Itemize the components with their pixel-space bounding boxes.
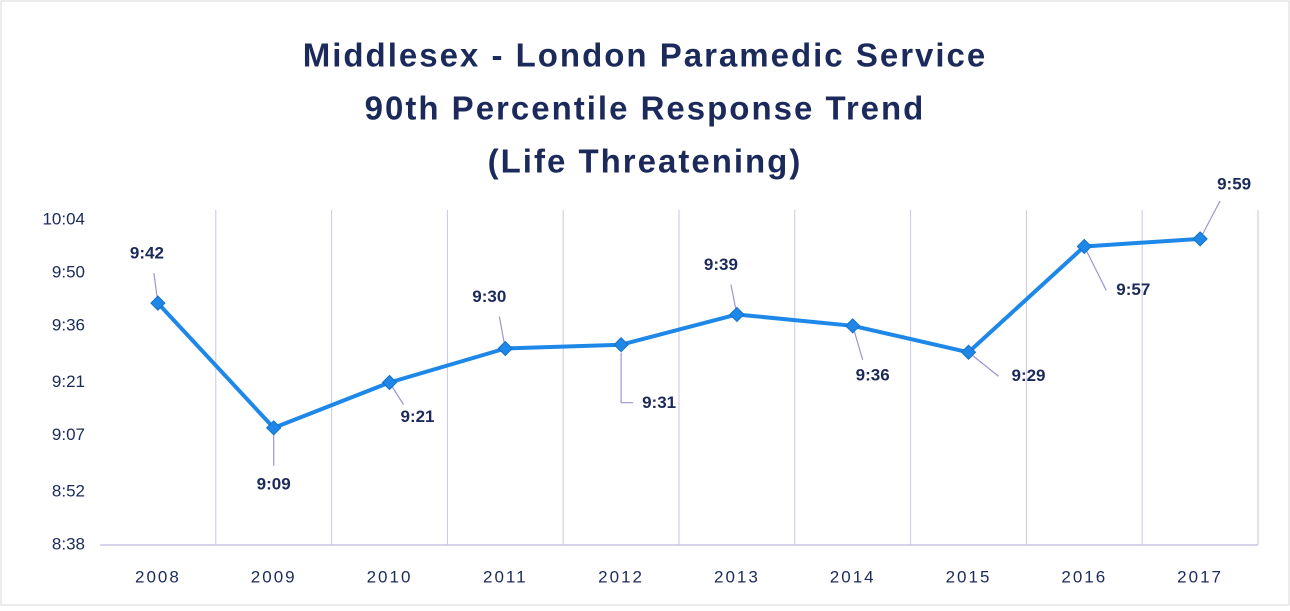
- x-tick-label: 2008: [135, 567, 181, 586]
- data-label: 9:09: [257, 474, 291, 493]
- data-label: 9:31: [642, 393, 676, 412]
- x-tick-label: 2009: [251, 567, 297, 586]
- x-tick-label: 2011: [483, 567, 528, 586]
- leader-line: [1083, 246, 1107, 291]
- data-point: [381, 374, 398, 391]
- data-label: 9:59: [1217, 174, 1251, 193]
- leader-line: [968, 351, 999, 377]
- data-label: 9:29: [1011, 366, 1045, 385]
- data-label: 9:21: [400, 407, 434, 426]
- leader-line: [620, 352, 634, 404]
- chart-title: 90th Percentile Response Trend: [365, 90, 926, 127]
- y-tick-label: 9:07: [52, 425, 85, 444]
- y-tick-label: 8:52: [52, 482, 85, 501]
- data-point: [497, 340, 514, 357]
- x-tick-label: 2010: [367, 567, 413, 586]
- y-tick-label: 9:21: [52, 372, 85, 391]
- data-label: 9:57: [1116, 280, 1150, 299]
- data-point: [613, 337, 629, 353]
- data-point: [150, 295, 166, 311]
- data-label: 9:39: [704, 255, 738, 274]
- data-label: 9:36: [856, 365, 890, 384]
- y-tick-label: 10:04: [42, 209, 85, 228]
- data-point: [729, 306, 745, 323]
- x-tick-label: 2016: [1061, 567, 1107, 586]
- data-point: [844, 318, 861, 334]
- y-tick-label: 9:36: [52, 315, 85, 334]
- x-tick-label: 2012: [598, 567, 644, 586]
- y-tick-label: 9:50: [52, 262, 85, 281]
- x-tick-label: 2014: [830, 567, 876, 586]
- chart-title: (Life Threatening): [488, 143, 803, 180]
- data-point: [1192, 231, 1208, 247]
- data-label: 9:30: [472, 287, 506, 306]
- x-tick-label: 2017: [1177, 567, 1223, 586]
- x-tick-label: 2015: [946, 567, 992, 586]
- leader-line: [1199, 200, 1221, 240]
- data-point: [1076, 238, 1093, 255]
- chart-title: Middlesex - London Paramedic Service: [303, 37, 988, 74]
- y-tick-label: 8:38: [52, 534, 85, 553]
- x-tick-label: 2013: [714, 567, 760, 586]
- data-point: [960, 344, 977, 360]
- data-line: [156, 236, 1201, 430]
- data-point: [265, 420, 282, 436]
- data-label: 9:42: [130, 244, 164, 263]
